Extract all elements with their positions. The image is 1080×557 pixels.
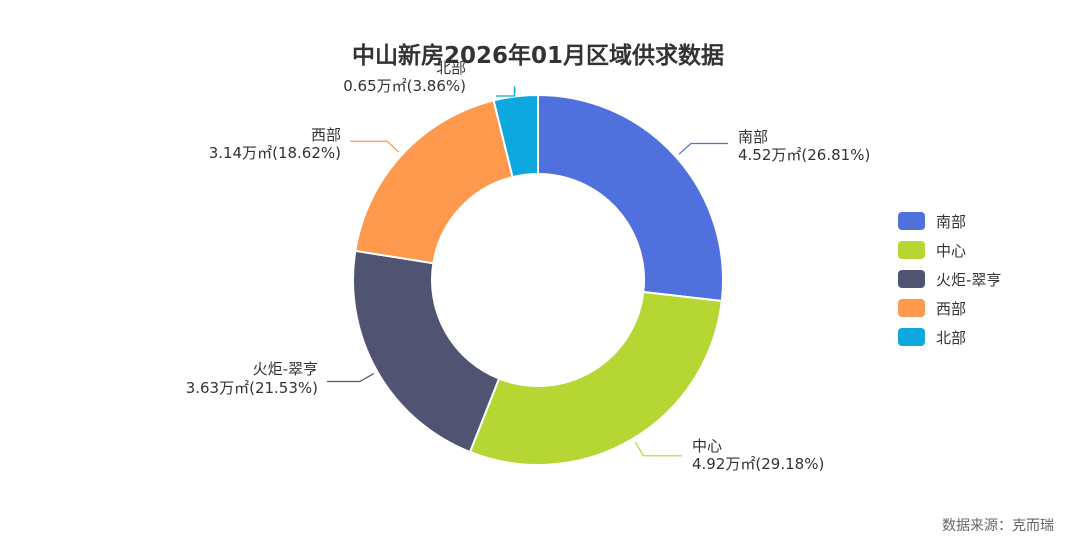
slice-label-name-3: 西部 xyxy=(311,126,341,144)
slice-label-name-4: 北部 xyxy=(436,59,466,77)
slice-label-value-1: 4.92万㎡(29.18%) xyxy=(692,455,824,473)
legend-swatch-1[interactable] xyxy=(898,241,925,259)
slice-label-value-4: 0.65万㎡(3.86%) xyxy=(343,77,466,95)
legend-label-4[interactable]: 北部 xyxy=(936,329,966,347)
legend-swatch-0[interactable] xyxy=(898,212,925,230)
slices-group xyxy=(352,93,724,466)
leader-line-2 xyxy=(327,373,375,383)
legend-swatch-4[interactable] xyxy=(898,328,925,346)
chart-title: 中山新房2026年01月区域供求数据 xyxy=(352,42,724,69)
slice-label-name-0: 南部 xyxy=(738,128,768,146)
slice-label-value-2: 3.63万㎡(21.53%) xyxy=(186,379,318,397)
legend-label-2[interactable]: 火炬-翠亨 xyxy=(936,271,1001,289)
slice-label-name-2: 火炬-翠亨 xyxy=(253,360,318,378)
legend-label-1[interactable]: 中心 xyxy=(936,242,966,260)
slice-4[interactable] xyxy=(492,93,539,179)
slice-label-value-0: 4.52万㎡(26.81%) xyxy=(738,146,870,164)
legend-label-3[interactable]: 西部 xyxy=(936,300,966,318)
source-note: 数据来源：克而瑞 xyxy=(942,518,1054,534)
labels-group: 南部4.52万㎡(26.81%) 中心4.92万㎡(29.18%) 火炬-翠亨3.6… xyxy=(186,59,871,473)
leader-line-0 xyxy=(678,142,728,155)
leader-line-1 xyxy=(634,441,682,457)
slice-2[interactable] xyxy=(352,249,501,454)
slice-1[interactable] xyxy=(468,290,723,466)
legend-label-0[interactable]: 南部 xyxy=(936,213,966,231)
leader-line-4 xyxy=(496,86,516,97)
slice-label-value-3: 3.14万㎡(18.62%) xyxy=(209,144,341,162)
slice-label-name-1: 中心 xyxy=(692,437,722,455)
legend-swatch-3[interactable] xyxy=(898,299,925,317)
slice-3[interactable] xyxy=(354,99,514,265)
slice-0[interactable] xyxy=(537,93,724,303)
legend-swatch-2[interactable] xyxy=(898,270,925,288)
leader-line-3 xyxy=(350,140,400,153)
